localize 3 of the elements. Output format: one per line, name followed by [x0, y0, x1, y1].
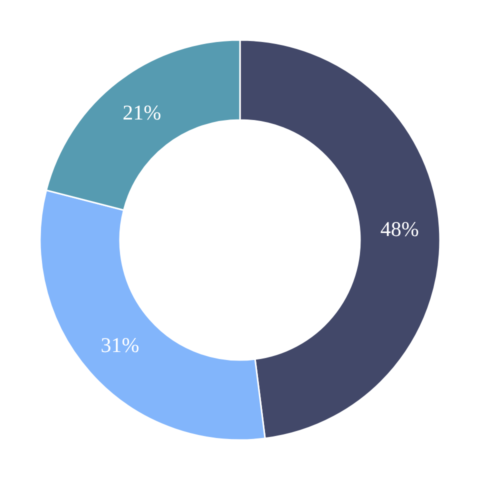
- data-label: 48%: [380, 216, 419, 241]
- data-label: 21%: [122, 100, 162, 125]
- data-label: 31%: [100, 332, 140, 357]
